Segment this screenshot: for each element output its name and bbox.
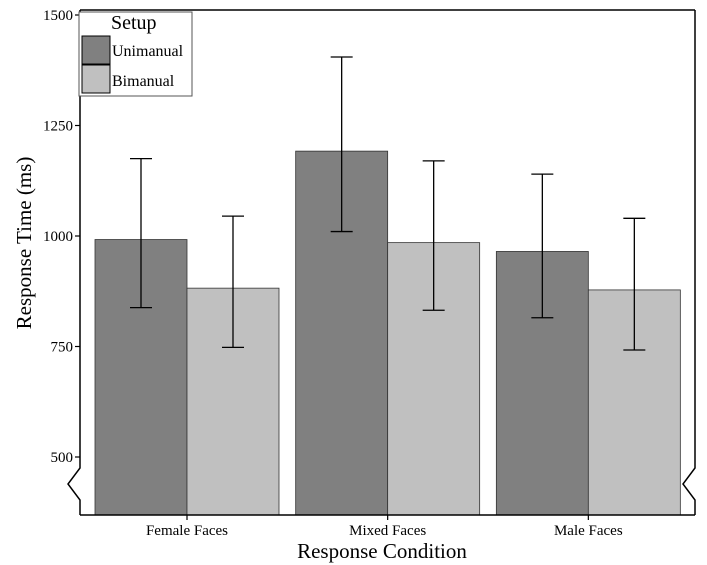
y-axis-line — [67, 10, 81, 515]
legend-title: Setup — [111, 12, 157, 34]
y-tick-label-0: 500 — [51, 450, 74, 466]
y-tick-label-1: 750 — [51, 340, 74, 356]
legend-swatch-bimanual — [81, 64, 111, 94]
right-axis-line — [682, 10, 696, 515]
y-axis-title: Response Time (ms) — [12, 157, 36, 330]
x-axis-title: Response Condition — [297, 539, 467, 563]
ticks-layer: Female Faces Mixed Faces Male Faces 500 750 1… — [43, 8, 623, 539]
x-tick-label-0: Female Faces — [146, 523, 228, 539]
axes-layer — [67, 9, 696, 520]
legend-label-unimanual: Unimanual — [112, 43, 184, 60]
legend-swatch-unimanual — [81, 35, 111, 65]
error-bars-layer — [130, 56, 646, 351]
y-tick-label-2: 1000 — [43, 229, 73, 245]
x-tick-label-1: Mixed Faces — [349, 523, 426, 539]
y-tick-label-3: 1250 — [43, 119, 73, 135]
legend-label-bimanual: Bimanual — [112, 73, 175, 90]
y-tick-label-4: 1500 — [43, 8, 73, 24]
bars-layer — [94, 150, 681, 516]
x-tick-label-2: Male Faces — [554, 523, 623, 539]
legend: Setup Unimanual Bimanual — [78, 11, 193, 97]
